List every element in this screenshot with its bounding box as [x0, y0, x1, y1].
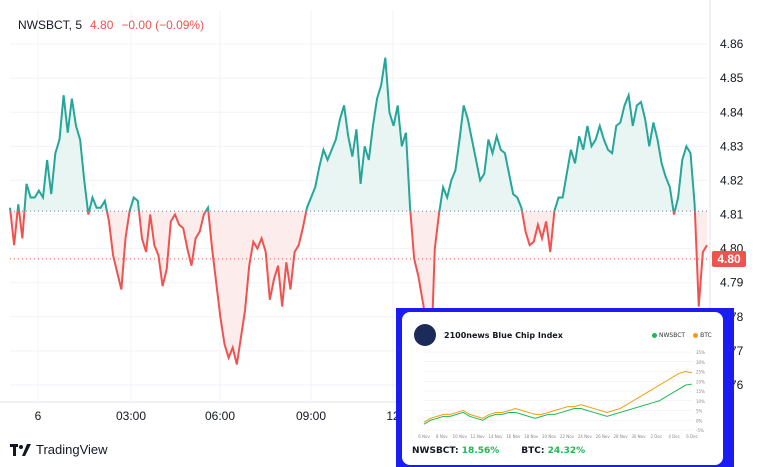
x-tick-label: 09:00 [296, 409, 326, 423]
inset-footer-nwsbct: NWSBCT: 18.56% [412, 446, 500, 456]
inset-x-tick: 18 Nov [524, 434, 539, 439]
inset-y-tick: 10% [696, 399, 705, 404]
x-tick-label: 06:00 [205, 409, 235, 423]
time-axis: 6 03:00 06:00 09:00 12 [35, 409, 400, 423]
tradingview-icon [10, 443, 31, 456]
last-price-tag: 4.80 [712, 251, 746, 267]
inset-y-tick: 35% [696, 350, 705, 355]
symbol-legend: NWSBCT, 5 4.80 −0.00 (−0.09%) [18, 18, 204, 32]
x-tick-label: 6 [35, 409, 42, 423]
inset-legend-btc: BTC [693, 332, 712, 339]
index-logo-icon [414, 324, 436, 346]
inset-x-tick: 4 Dec [668, 434, 680, 439]
inset-x-tick: 24 Nov [578, 434, 593, 439]
inset-x-tick: 2 Dec [650, 434, 662, 439]
baseline-fills [10, 57, 707, 368]
inset-x-tick: 16 Nov [506, 434, 521, 439]
y-tick-label: 4.82 [720, 173, 744, 187]
inset-chart: 35% 30% 25% 20% 15% 10% 5% 0% -5% 6 Nov 8 Nov 10 No… [418, 350, 705, 439]
price-change: −0.00 (−0.09%) [121, 18, 205, 32]
inset-card: 2100news Blue Chip Index NWSBCT BTC 35% 3… [402, 312, 723, 465]
last-price: 4.80 [90, 18, 114, 32]
inset-legend-nwsbct: NWSBCT [652, 332, 685, 339]
y-tick-label: 4.81 [720, 208, 744, 222]
above-baseline-fill [10, 57, 707, 212]
inset-series-nwsbct [423, 383, 693, 425]
inset-x-tick: 20 Nov [542, 434, 557, 439]
inset-y-tick: 0% [696, 418, 703, 423]
inset-footer: NWSBCT: 18.56% BTC: 24.32% [412, 446, 585, 456]
inset-footer-btc: BTC: 24.32% [521, 446, 586, 456]
inset-x-tick: 6 Dec [686, 434, 698, 439]
inset-x-tick: 22 Nov [560, 434, 575, 439]
reference-lines [10, 210, 707, 260]
y-tick-label: 4.79 [720, 276, 744, 290]
inset-legend: NWSBCT BTC [652, 332, 712, 339]
x-tick-label: 03:00 [116, 409, 146, 423]
y-tick-label: 4.83 [720, 139, 744, 153]
inset-title: 2100news Blue Chip Index [444, 331, 563, 340]
inset-y-tick: 5% [696, 409, 703, 414]
inset-series-btc [423, 370, 693, 423]
inset-x-tick: 28 Nov [613, 434, 628, 439]
inset-y-tick: 20% [696, 379, 705, 384]
price-line-down [9, 211, 708, 369]
inset-x-tick: 14 Nov [488, 434, 503, 439]
y-tick-label: 4.86 [720, 37, 744, 51]
inset-x-tick: 8 Nov [436, 434, 448, 439]
inset-y-tick: -5% [696, 428, 704, 433]
inset-y-tick: 25% [696, 370, 705, 375]
brand-label: TradingView [36, 442, 108, 457]
price-lines [9, 57, 708, 369]
inset-y-tick: 15% [696, 389, 705, 394]
inset-x-tick: 6 Nov [418, 434, 430, 439]
inset-x-tick: 26 Nov [596, 434, 611, 439]
tradingview-logo[interactable]: TradingView [10, 442, 108, 457]
inset-x-tick: 10 Nov [453, 434, 468, 439]
y-tick-label: 4.84 [720, 105, 744, 119]
symbol-label: NWSBCT, 5 [18, 18, 83, 32]
y-tick-label: 4.85 [720, 71, 744, 85]
inset-x-tick: 12 Nov [471, 434, 486, 439]
inset-y-tick: 30% [696, 360, 705, 365]
price-line-up [9, 57, 696, 212]
inset-x-tick: 30 Nov [631, 434, 646, 439]
